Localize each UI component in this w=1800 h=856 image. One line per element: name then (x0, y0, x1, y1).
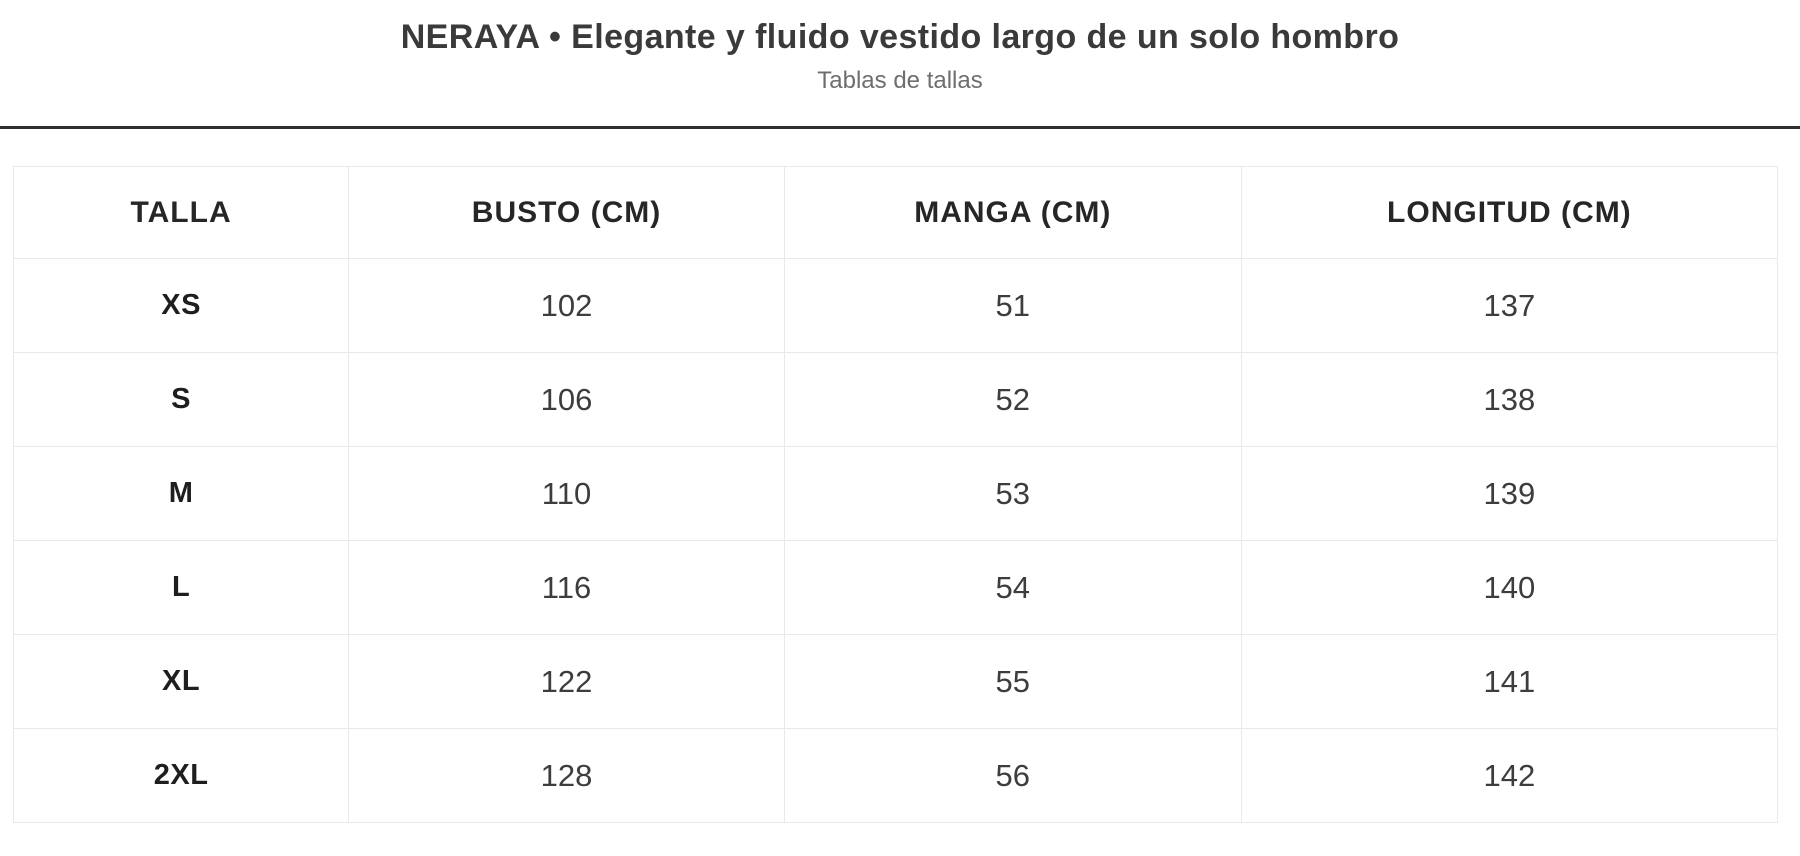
table-row: M 110 53 139 (12, 446, 1779, 541)
header-divider (0, 126, 1800, 129)
table-row: XS 102 51 137 (12, 258, 1779, 353)
page-header: NERAYA • Elegante y fluido vestido largo… (0, 0, 1800, 96)
size-cell: M (12, 446, 350, 541)
size-cell: 2XL (12, 728, 350, 823)
busto-cell: 110 (348, 446, 785, 541)
manga-cell: 51 (783, 258, 1242, 353)
size-cell: XS (12, 258, 350, 353)
column-header-busto: BUSTO (CM) (348, 166, 785, 259)
longitud-cell: 140 (1240, 540, 1779, 635)
longitud-cell: 142 (1240, 728, 1779, 823)
busto-cell: 102 (348, 258, 785, 353)
manga-cell: 56 (783, 728, 1242, 823)
table-row: S 106 52 138 (12, 352, 1779, 447)
column-header-longitud: LONGITUD (CM) (1240, 166, 1779, 259)
longitud-cell: 139 (1240, 446, 1779, 541)
header-row: TALLA BUSTO (CM) MANGA (CM) LONGITUD (CM… (12, 166, 1779, 259)
manga-cell: 55 (783, 634, 1242, 729)
manga-cell: 52 (783, 352, 1242, 447)
column-header-manga: MANGA (CM) (783, 166, 1242, 259)
manga-cell: 53 (783, 446, 1242, 541)
busto-cell: 116 (348, 540, 785, 635)
busto-cell: 128 (348, 728, 785, 823)
page-subtitle: Tablas de tallas (817, 67, 983, 94)
page-title: NERAYA • Elegante y fluido vestido largo… (400, 18, 1400, 56)
busto-cell: 122 (348, 634, 785, 729)
size-cell: XL (12, 634, 350, 729)
longitud-cell: 141 (1240, 634, 1779, 729)
table-row: XL 122 55 141 (12, 634, 1779, 729)
size-cell: L (12, 540, 350, 635)
size-chart-section: TALLA BUSTO (CM) MANGA (CM) LONGITUD (CM… (12, 166, 1779, 823)
table-row: L 116 54 140 (12, 540, 1779, 635)
busto-cell: 106 (348, 352, 785, 447)
size-cell: S (12, 352, 350, 447)
longitud-cell: 137 (1240, 258, 1779, 353)
column-header-talla: TALLA (12, 166, 350, 259)
longitud-cell: 138 (1240, 352, 1779, 447)
table-row: 2XL 128 56 142 (12, 728, 1779, 823)
manga-cell: 54 (783, 540, 1242, 635)
size-table: TALLA BUSTO (CM) MANGA (CM) LONGITUD (CM… (12, 166, 1779, 823)
